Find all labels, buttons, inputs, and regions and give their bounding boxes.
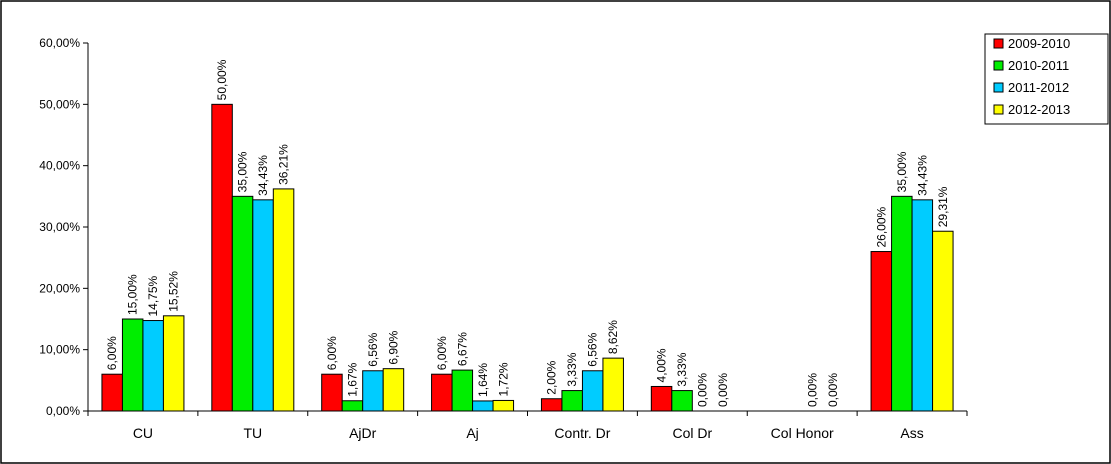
data-label: 15,52% bbox=[167, 271, 181, 312]
y-tick-label: 60,00% bbox=[39, 36, 80, 50]
bar bbox=[362, 370, 384, 412]
bar bbox=[162, 315, 185, 412]
legend-label: 2012-2013 bbox=[1008, 102, 1070, 117]
data-label: 0,00% bbox=[716, 373, 730, 407]
data-label: 6,00% bbox=[325, 336, 339, 370]
data-label: 14,75% bbox=[146, 276, 160, 317]
category-label: AjDr bbox=[349, 425, 377, 441]
bar bbox=[650, 385, 673, 412]
bar bbox=[472, 400, 494, 412]
bar bbox=[602, 357, 624, 412]
bar bbox=[911, 199, 934, 412]
y-tick-label: 40,00% bbox=[39, 159, 80, 173]
data-label: 15,00% bbox=[126, 274, 140, 315]
legend-swatch bbox=[993, 82, 1004, 93]
bar bbox=[932, 230, 954, 412]
data-label: 34,43% bbox=[256, 155, 270, 196]
bar bbox=[341, 400, 364, 412]
category-label: Col Dr bbox=[672, 425, 712, 441]
category-label: TU bbox=[243, 425, 262, 441]
legend-swatch bbox=[993, 104, 1004, 115]
y-tick-label: 10,00% bbox=[39, 343, 80, 357]
data-label: 0,00% bbox=[826, 373, 840, 407]
data-label: 4,00% bbox=[655, 348, 669, 382]
category-label: Col Honor bbox=[771, 425, 834, 441]
bar bbox=[211, 103, 233, 412]
bar bbox=[121, 318, 144, 412]
category-label: Aj bbox=[466, 425, 478, 441]
legend-label: 2009-2010 bbox=[1008, 36, 1070, 51]
data-label: 0,00% bbox=[696, 373, 710, 407]
data-label: 36,21% bbox=[277, 144, 291, 185]
y-tick-label: 0,00% bbox=[46, 404, 80, 418]
data-label: 0,00% bbox=[805, 373, 819, 407]
legend-swatch bbox=[993, 38, 1004, 49]
data-label: 50,00% bbox=[215, 59, 229, 100]
bar bbox=[231, 195, 254, 412]
legend-label: 2010-2011 bbox=[1008, 58, 1069, 73]
data-label: 6,56% bbox=[586, 332, 600, 366]
bar bbox=[540, 398, 563, 412]
bar bbox=[382, 368, 405, 412]
bar bbox=[272, 188, 295, 412]
data-label: 8,62% bbox=[606, 320, 620, 354]
bar bbox=[492, 399, 515, 412]
bar bbox=[870, 251, 893, 412]
data-label: 6,00% bbox=[105, 336, 119, 370]
data-label: 35,00% bbox=[895, 151, 909, 192]
data-label: 26,00% bbox=[874, 207, 888, 248]
data-label: 6,90% bbox=[386, 330, 400, 364]
data-label: 3,33% bbox=[565, 352, 579, 386]
legend-box bbox=[984, 33, 1109, 125]
bar bbox=[321, 373, 343, 412]
bar bbox=[581, 370, 604, 412]
bar bbox=[671, 390, 693, 412]
data-label: 1,67% bbox=[345, 362, 359, 396]
y-tick-label: 50,00% bbox=[39, 97, 80, 111]
category-label: Ass bbox=[900, 425, 923, 441]
y-axis: 0,00% 10,00% 20,00% 30,00% 40,00% 50,00% 60,00… bbox=[39, 36, 89, 418]
bar bbox=[451, 369, 474, 412]
data-label: 1,72% bbox=[496, 362, 510, 396]
bar bbox=[142, 320, 164, 412]
bar bbox=[561, 390, 583, 412]
category-label: CU bbox=[133, 425, 153, 441]
bar bbox=[101, 373, 123, 412]
legend-label: 2011-2012 bbox=[1008, 80, 1069, 95]
data-label: 3,33% bbox=[675, 352, 689, 386]
category-label: Contr. Dr bbox=[554, 425, 610, 441]
data-label: 1,64% bbox=[476, 363, 490, 397]
data-labels: 6,00% 15,00% 14,75% 15,52% 50,00% 35,00% 34,43… bbox=[105, 59, 950, 407]
legend: 2009-2010 2010-2011 2011-2012 2012-2013 bbox=[984, 33, 1109, 125]
bar bbox=[891, 195, 913, 412]
data-label: 35,00% bbox=[236, 151, 250, 192]
bars bbox=[101, 103, 954, 412]
data-label: 6,00% bbox=[435, 336, 449, 370]
bar bbox=[431, 373, 453, 412]
data-label: 34,43% bbox=[915, 155, 929, 196]
y-tick-label: 30,00% bbox=[39, 220, 80, 234]
data-label: 2,00% bbox=[545, 360, 559, 394]
data-label: 6,67% bbox=[455, 332, 469, 366]
y-tick-label: 20,00% bbox=[39, 281, 80, 295]
bar bbox=[252, 199, 274, 412]
data-label: 29,31% bbox=[936, 186, 950, 227]
legend-swatch bbox=[993, 60, 1004, 71]
data-label: 6,56% bbox=[366, 332, 380, 366]
